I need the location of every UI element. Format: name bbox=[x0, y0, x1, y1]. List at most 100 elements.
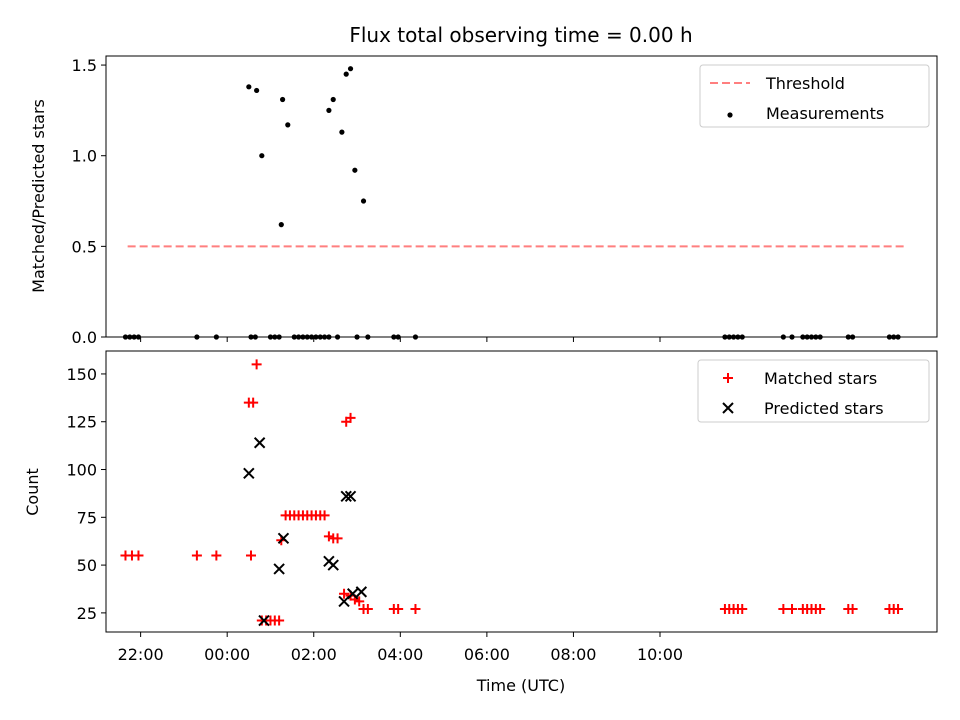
legend-predicted-swatch bbox=[722, 402, 734, 414]
bottom-y-tick-label: 125 bbox=[66, 413, 97, 432]
x-tick-label: 10:00 bbox=[637, 645, 683, 664]
measurement-point bbox=[131, 334, 137, 340]
predicted-star-point bbox=[277, 532, 290, 545]
measurement-point bbox=[735, 334, 741, 340]
measurement-point bbox=[334, 334, 341, 340]
matched-star-point bbox=[339, 588, 350, 599]
measurement-point bbox=[326, 334, 332, 340]
matched-star-point bbox=[362, 604, 373, 615]
legend-label: Matched stars bbox=[764, 369, 877, 388]
measurement-point bbox=[326, 107, 332, 113]
measurement-point bbox=[352, 167, 358, 173]
x-tick-label: 22:00 bbox=[118, 645, 164, 664]
bottom-y-tick-label: 100 bbox=[66, 461, 97, 480]
measurement-point bbox=[391, 334, 397, 340]
measurement-point bbox=[321, 334, 328, 340]
measurement-point bbox=[722, 334, 728, 340]
bottom-y-tick-label: 50 bbox=[77, 556, 97, 575]
matched-star-point bbox=[787, 604, 798, 615]
measurement-point bbox=[726, 334, 732, 340]
matched-star-point bbox=[410, 604, 421, 615]
measurement-point bbox=[343, 71, 349, 77]
matched-star-point bbox=[133, 550, 144, 561]
measurement-point bbox=[127, 334, 133, 340]
predicted-star-point bbox=[273, 563, 285, 575]
measurement-point bbox=[254, 87, 260, 94]
measurement-point bbox=[891, 334, 897, 340]
measurement-point bbox=[285, 122, 291, 128]
measurement-point bbox=[267, 334, 274, 340]
measurement-point bbox=[813, 334, 819, 340]
measurement-point bbox=[895, 334, 901, 340]
legend-label: Measurements bbox=[766, 104, 884, 123]
measurement-point bbox=[276, 334, 282, 340]
measurement-point bbox=[347, 66, 354, 72]
top-legend: Threshold Measurements bbox=[699, 64, 930, 128]
measurement-point bbox=[300, 334, 306, 340]
measurement-point bbox=[817, 334, 823, 340]
x-axis-label: Time (UTC) bbox=[476, 676, 565, 695]
matched-star-point bbox=[737, 604, 748, 615]
measurement-point bbox=[339, 129, 345, 135]
x-tick-label: 00:00 bbox=[204, 645, 250, 664]
measurement-point bbox=[248, 334, 254, 340]
measurement-point bbox=[304, 334, 310, 340]
x-tick-label: 08:00 bbox=[550, 645, 596, 664]
matched-star-point bbox=[847, 604, 858, 615]
measurement-point bbox=[259, 153, 265, 159]
measurement-point bbox=[279, 96, 286, 103]
x-tick-label: 02:00 bbox=[291, 645, 337, 664]
measurement-point bbox=[213, 334, 219, 340]
measurement-point bbox=[291, 334, 297, 340]
measurement-point bbox=[808, 334, 815, 340]
measurement-point bbox=[886, 334, 892, 340]
matched-star-point bbox=[354, 596, 365, 607]
legend-label: Threshold bbox=[765, 74, 845, 93]
measurement-point bbox=[739, 334, 745, 340]
measurement-point bbox=[360, 198, 367, 204]
measurement-point bbox=[330, 96, 336, 103]
measurement-point bbox=[317, 334, 323, 340]
predicted-star-point bbox=[258, 614, 270, 627]
matched-star-point bbox=[245, 550, 256, 561]
measurement-point bbox=[272, 334, 278, 340]
x-tick-label: 06:00 bbox=[464, 645, 510, 664]
measurement-point bbox=[308, 334, 315, 340]
bottom-legend: Matched stars Predicted stars bbox=[697, 359, 930, 423]
predicted-star-point bbox=[327, 559, 339, 571]
top-y-tick-label: 1.0 bbox=[72, 147, 97, 166]
measurement-point bbox=[412, 334, 419, 340]
matched-star-point bbox=[815, 604, 826, 615]
predicted-star-point bbox=[346, 588, 359, 600]
matched-star-point bbox=[251, 359, 262, 370]
top-panel: 0.0 0.5 1.0 1.5 Threshold Measurements bbox=[72, 55, 938, 347]
matched-star-point bbox=[893, 604, 904, 615]
bottom-y-tick-label: 75 bbox=[77, 508, 97, 527]
matched-star-point bbox=[345, 412, 356, 423]
top-y-tick-label: 1.5 bbox=[72, 56, 97, 75]
measurement-point bbox=[296, 334, 302, 340]
measurement-point bbox=[278, 222, 284, 228]
matched-star-point bbox=[274, 615, 285, 626]
measurement-point bbox=[845, 334, 851, 340]
measurement-point bbox=[122, 334, 129, 340]
measurement-point bbox=[395, 334, 401, 340]
matched-star-point bbox=[332, 533, 343, 544]
top-axes-frame bbox=[105, 55, 938, 338]
measurement-point bbox=[354, 334, 360, 340]
measurement-point bbox=[246, 84, 252, 90]
measurement-point bbox=[365, 334, 371, 340]
predicted-star-point bbox=[243, 467, 255, 480]
top-y-axis-label: Matched/Predicted stars bbox=[29, 99, 48, 293]
legend-label: Predicted stars bbox=[764, 399, 884, 418]
measurement-point bbox=[800, 334, 806, 340]
bottom-y-tick-label: 150 bbox=[66, 365, 97, 384]
matched-star-point bbox=[778, 604, 789, 615]
matched-star-point bbox=[191, 550, 202, 561]
measurement-point bbox=[313, 334, 319, 340]
bottom-panel: 25 50 75 100 125 150 22:00 00:00 02:00 04:00 06:00… bbox=[66, 350, 938, 664]
measurement-point bbox=[780, 334, 786, 340]
bottom-y-tick-label: 25 bbox=[77, 604, 97, 623]
predicted-star-point bbox=[355, 586, 368, 598]
